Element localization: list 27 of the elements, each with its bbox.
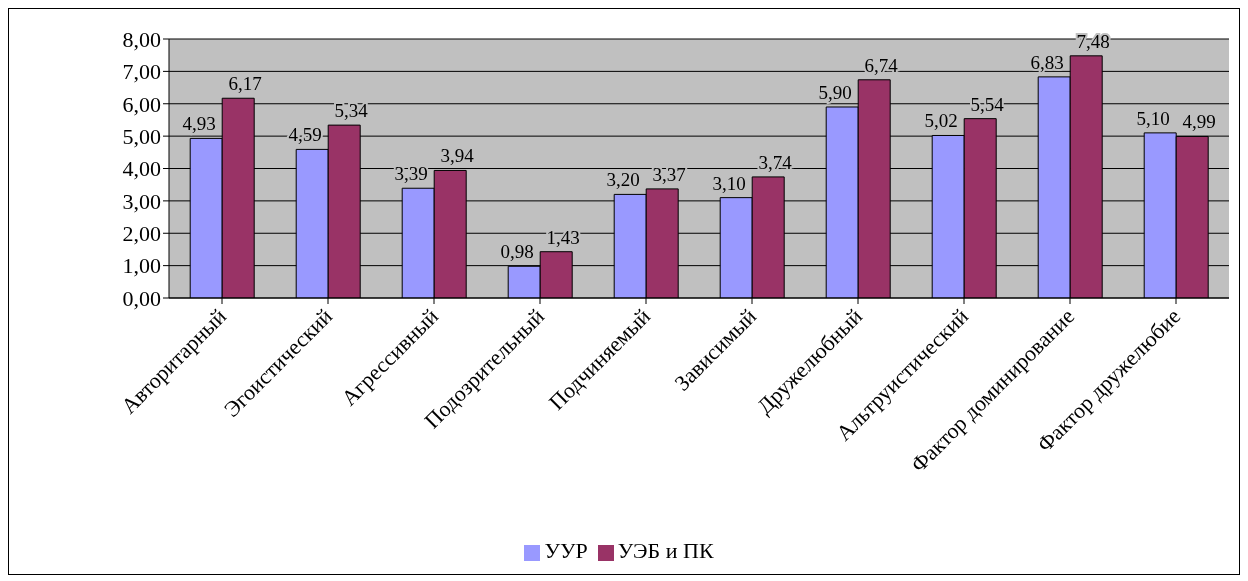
y-tick-label: 1,00 [122,253,161,279]
data-label: 6,17 [228,73,262,95]
y-tick-label: 8,00 [122,26,161,52]
y-tick-label: 7,00 [122,59,161,85]
y-tick-label: 0,00 [122,285,161,311]
data-label: 5,90 [818,81,852,103]
data-label: 7,48 [1076,30,1110,52]
data-label: 5,34 [334,100,369,122]
data-label: 6,74 [864,54,899,76]
data-label: 3,20 [606,169,640,191]
legend-label: УЭБ и ПК [617,538,714,563]
y-tick-label: 6,00 [122,91,161,117]
legend-label: УУР [544,538,588,563]
data-label: 3,74 [758,151,793,173]
y-tick-label: 5,00 [122,123,161,149]
data-label: 5,10 [1136,107,1170,129]
data-label: 4,99 [1182,111,1216,133]
data-label: 5,02 [924,110,958,132]
data-label: 3,39 [394,163,428,185]
data-label: 0,98 [500,241,534,263]
y-tick-label: 4,00 [122,156,161,182]
y-tick-label: 2,00 [122,221,161,247]
data-label: 3,10 [712,172,746,194]
y-tick-label: 3,00 [122,188,161,214]
data-label: 6,83 [1030,51,1064,73]
data-label: 3,94 [440,145,475,167]
data-label: 4,93 [182,113,216,135]
